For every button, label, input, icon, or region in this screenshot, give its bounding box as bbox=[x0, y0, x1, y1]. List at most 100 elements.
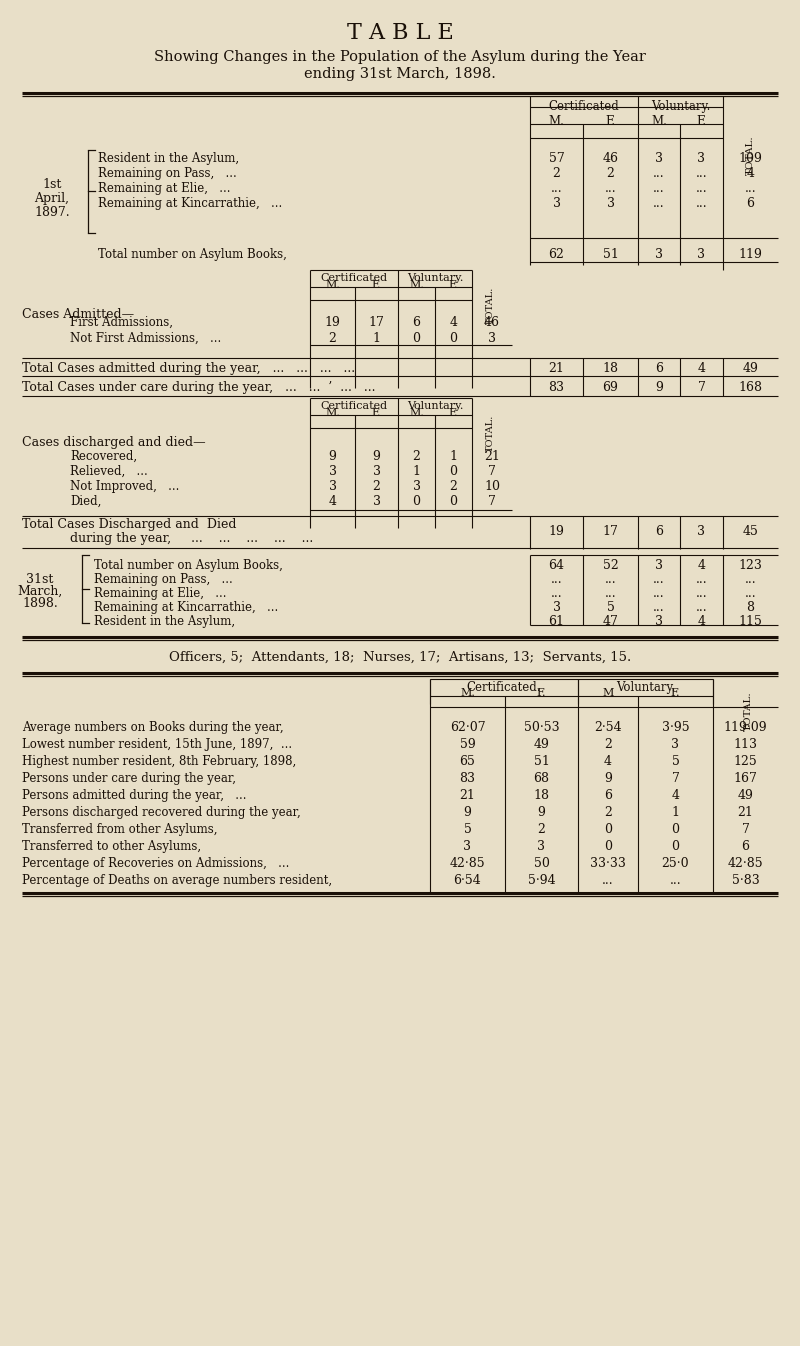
Text: M.: M. bbox=[460, 688, 475, 699]
Text: 4: 4 bbox=[671, 789, 679, 802]
Text: Cases Admitted—: Cases Admitted— bbox=[22, 308, 134, 320]
Text: 9: 9 bbox=[538, 806, 546, 818]
Text: during the year,     ...    ...    ...    ...    ...: during the year, ... ... ... ... ... bbox=[70, 532, 314, 545]
Text: ...: ... bbox=[550, 182, 562, 195]
Text: T A B L E: T A B L E bbox=[346, 22, 454, 44]
Text: 0: 0 bbox=[450, 464, 458, 478]
Text: 7: 7 bbox=[488, 495, 496, 507]
Text: 51: 51 bbox=[602, 248, 618, 261]
Text: Not First Admissions,   ...: Not First Admissions, ... bbox=[70, 332, 222, 345]
Text: 17: 17 bbox=[602, 525, 618, 538]
Text: Persons admitted during the year,   ...: Persons admitted during the year, ... bbox=[22, 789, 246, 802]
Text: Resident in the Asylum,: Resident in the Asylum, bbox=[98, 152, 239, 166]
Text: 4: 4 bbox=[698, 559, 706, 572]
Text: F.: F. bbox=[670, 688, 680, 699]
Text: 3: 3 bbox=[373, 464, 381, 478]
Text: 50·53: 50·53 bbox=[524, 721, 559, 734]
Text: Persons discharged recovered during the year,: Persons discharged recovered during the … bbox=[22, 806, 301, 818]
Text: 1: 1 bbox=[671, 806, 679, 818]
Text: 4: 4 bbox=[746, 167, 754, 180]
Text: 6: 6 bbox=[742, 840, 750, 853]
Text: Died,: Died, bbox=[70, 495, 102, 507]
Text: F.: F. bbox=[372, 280, 382, 289]
Text: 6: 6 bbox=[655, 525, 663, 538]
Text: 1: 1 bbox=[450, 450, 458, 463]
Text: 7: 7 bbox=[742, 822, 750, 836]
Text: 5: 5 bbox=[606, 602, 614, 614]
Text: F.: F. bbox=[697, 114, 706, 128]
Text: Percentage of Deaths on average numbers resident,: Percentage of Deaths on average numbers … bbox=[22, 874, 332, 887]
Text: ...: ... bbox=[745, 573, 756, 586]
Text: 49: 49 bbox=[742, 362, 758, 376]
Text: 4: 4 bbox=[698, 362, 706, 376]
Text: 21: 21 bbox=[738, 806, 754, 818]
Text: Total Cases Discharged and  Died: Total Cases Discharged and Died bbox=[22, 518, 237, 532]
Text: ...: ... bbox=[653, 602, 665, 614]
Text: 62·07: 62·07 bbox=[450, 721, 486, 734]
Text: Officers, 5;  Attendants, 18;  Nurses, 17;  Artisans, 13;  Servants, 15.: Officers, 5; Attendants, 18; Nurses, 17;… bbox=[169, 651, 631, 664]
Text: Remaining at Kincarrathie,   ...: Remaining at Kincarrathie, ... bbox=[94, 602, 278, 614]
Text: 21: 21 bbox=[549, 362, 565, 376]
Text: 115: 115 bbox=[738, 615, 762, 629]
Text: Voluntary.: Voluntary. bbox=[651, 100, 710, 113]
Text: 64: 64 bbox=[549, 559, 565, 572]
Text: TOTAL.: TOTAL. bbox=[743, 692, 753, 731]
Text: 125: 125 bbox=[734, 755, 758, 769]
Text: M: M bbox=[602, 688, 614, 699]
Text: ending 31st March, 1898.: ending 31st March, 1898. bbox=[304, 67, 496, 81]
Text: 0: 0 bbox=[450, 332, 458, 345]
Text: M.: M. bbox=[409, 280, 424, 289]
Text: M.: M. bbox=[409, 408, 424, 419]
Text: 0: 0 bbox=[604, 840, 612, 853]
Text: 113: 113 bbox=[734, 738, 758, 751]
Text: April,: April, bbox=[34, 192, 70, 205]
Text: 3: 3 bbox=[655, 559, 663, 572]
Text: 4: 4 bbox=[604, 755, 612, 769]
Text: F.: F. bbox=[606, 114, 615, 128]
Text: Showing Changes in the Population of the Asylum during the Year: Showing Changes in the Population of the… bbox=[154, 50, 646, 65]
Text: ...: ... bbox=[550, 587, 562, 600]
Text: Lowest number resident, 15th June, 1897,  ...: Lowest number resident, 15th June, 1897,… bbox=[22, 738, 292, 751]
Text: 46: 46 bbox=[602, 152, 618, 166]
Text: 3: 3 bbox=[463, 840, 471, 853]
Text: ...: ... bbox=[550, 573, 562, 586]
Text: 50: 50 bbox=[534, 857, 550, 870]
Text: 2: 2 bbox=[604, 738, 612, 751]
Text: Highest number resident, 8th February, 1898,: Highest number resident, 8th February, 1… bbox=[22, 755, 296, 769]
Text: 18: 18 bbox=[602, 362, 618, 376]
Text: Total Cases under care during the year,   ...   ...  ’  ...   ...: Total Cases under care during the year, … bbox=[22, 381, 375, 394]
Text: 6·54: 6·54 bbox=[454, 874, 482, 887]
Text: March,: March, bbox=[18, 586, 62, 598]
Text: 33·33: 33·33 bbox=[590, 857, 626, 870]
Text: Voluntary.: Voluntary. bbox=[616, 681, 675, 695]
Text: 3: 3 bbox=[329, 464, 337, 478]
Text: Total number on Asylum Books,: Total number on Asylum Books, bbox=[94, 559, 283, 572]
Text: 119·09: 119·09 bbox=[724, 721, 767, 734]
Text: M.: M. bbox=[651, 114, 667, 128]
Text: 119: 119 bbox=[738, 248, 762, 261]
Text: 61: 61 bbox=[549, 615, 565, 629]
Text: Remaining at Kincarrathie,   ...: Remaining at Kincarrathie, ... bbox=[98, 197, 282, 210]
Text: ...: ... bbox=[605, 182, 616, 195]
Text: M.: M. bbox=[549, 114, 565, 128]
Text: 42·85: 42·85 bbox=[450, 857, 486, 870]
Text: 3: 3 bbox=[553, 602, 561, 614]
Text: 3: 3 bbox=[413, 481, 421, 493]
Text: 0: 0 bbox=[604, 822, 612, 836]
Text: M.: M. bbox=[325, 408, 340, 419]
Text: TOTAL.: TOTAL. bbox=[746, 135, 754, 175]
Text: 2: 2 bbox=[604, 806, 612, 818]
Text: Total Cases admitted during the year,   ...   ...   ...   ...: Total Cases admitted during the year, ..… bbox=[22, 362, 355, 376]
Text: 19: 19 bbox=[549, 525, 565, 538]
Text: Recovered,: Recovered, bbox=[70, 450, 137, 463]
Text: Certificated: Certificated bbox=[321, 273, 387, 283]
Text: 3: 3 bbox=[698, 248, 706, 261]
Text: ...: ... bbox=[696, 197, 707, 210]
Text: Certificated.: Certificated. bbox=[466, 681, 542, 695]
Text: 2: 2 bbox=[606, 167, 614, 180]
Text: Transferred to other Asylums,: Transferred to other Asylums, bbox=[22, 840, 201, 853]
Text: 2: 2 bbox=[329, 332, 337, 345]
Text: 17: 17 bbox=[369, 316, 385, 328]
Text: 3: 3 bbox=[698, 525, 706, 538]
Text: Remaining at Elie,   ...: Remaining at Elie, ... bbox=[94, 587, 226, 600]
